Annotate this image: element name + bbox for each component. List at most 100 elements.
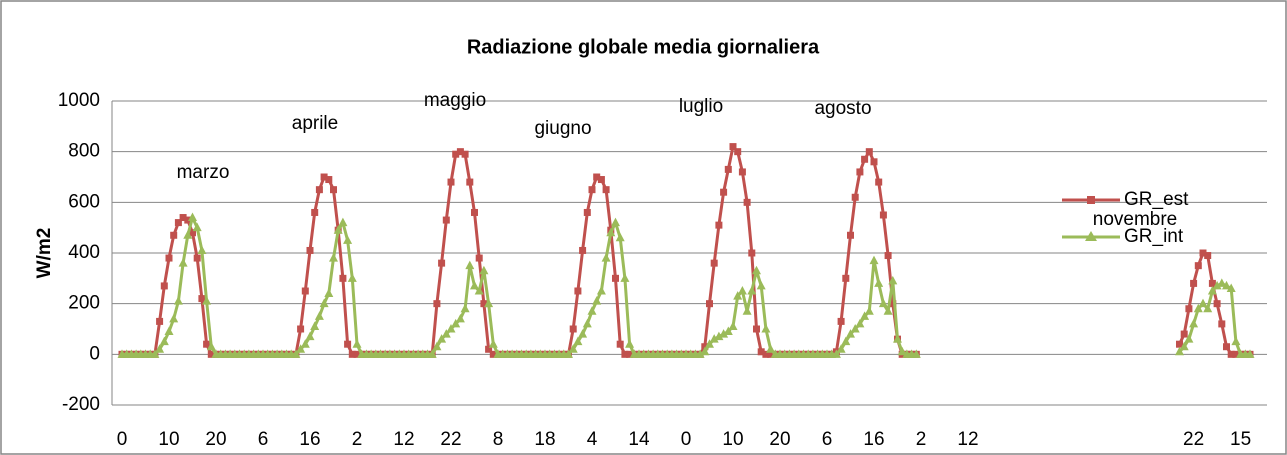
marker xyxy=(1223,343,1230,351)
marker xyxy=(831,349,841,358)
marker xyxy=(625,339,635,348)
marker xyxy=(875,178,883,186)
marker xyxy=(1212,280,1222,290)
marker xyxy=(315,186,323,194)
marker xyxy=(305,331,315,341)
marker xyxy=(150,349,160,358)
y-tick-label: 1000 xyxy=(58,90,100,111)
marker xyxy=(193,254,201,262)
marker xyxy=(1227,350,1235,358)
x-tick-label: 10 xyxy=(722,429,743,450)
marker xyxy=(320,173,328,181)
marker xyxy=(347,273,357,282)
annotation: luglio xyxy=(679,96,723,117)
marker xyxy=(753,325,760,333)
marker xyxy=(198,295,206,303)
marker xyxy=(1180,330,1188,338)
marker xyxy=(442,216,450,224)
marker xyxy=(715,221,723,229)
marker xyxy=(301,287,309,295)
annotation: novembre xyxy=(1093,209,1178,230)
marker xyxy=(888,275,898,285)
marker xyxy=(762,350,770,358)
y-tick-label: 400 xyxy=(68,242,100,263)
marker xyxy=(1193,303,1203,313)
marker xyxy=(841,336,851,346)
marker xyxy=(720,188,728,196)
marker xyxy=(579,246,587,254)
marker xyxy=(626,350,634,358)
marker xyxy=(452,150,460,158)
marker xyxy=(348,350,356,358)
marker xyxy=(587,306,597,315)
marker xyxy=(695,349,705,358)
marker xyxy=(620,273,630,282)
marker xyxy=(864,306,874,315)
marker xyxy=(747,286,757,295)
marker xyxy=(291,349,301,358)
marker xyxy=(156,317,164,325)
x-tick-label: 10 xyxy=(158,429,179,450)
marker xyxy=(343,235,353,244)
marker xyxy=(1189,318,1199,328)
annotation: giugno xyxy=(534,118,591,139)
marker xyxy=(701,343,709,351)
x-tick-label: 0 xyxy=(681,429,692,450)
x-tick-label: 6 xyxy=(822,429,833,450)
x-tick-label: 15 xyxy=(1230,429,1251,450)
y-tick-label: 800 xyxy=(68,141,100,162)
marker xyxy=(752,265,761,275)
marker xyxy=(743,198,751,206)
marker xyxy=(173,296,183,305)
marker xyxy=(330,186,337,194)
marker xyxy=(897,346,907,356)
marker xyxy=(593,173,601,181)
marker xyxy=(489,350,497,358)
marker xyxy=(1199,249,1207,257)
legend-item: GR_est xyxy=(1062,189,1189,210)
y-axis-title: W/m2 xyxy=(34,228,55,279)
marker xyxy=(353,350,361,358)
y-tick-label: 0 xyxy=(89,343,100,364)
marker xyxy=(714,331,724,341)
marker xyxy=(306,246,314,254)
marker xyxy=(597,176,605,184)
marker xyxy=(856,168,864,176)
marker xyxy=(767,350,775,358)
chart-title: Radiazione globale media giornaliera xyxy=(467,36,820,58)
marker xyxy=(189,229,196,237)
marker xyxy=(578,329,588,338)
marker xyxy=(612,274,619,282)
marker xyxy=(427,349,437,358)
marker xyxy=(165,254,173,262)
marker xyxy=(446,324,456,333)
marker xyxy=(733,291,743,300)
x-tick-label: 12 xyxy=(957,429,978,450)
x-tick-label: 6 xyxy=(258,429,269,450)
marker xyxy=(911,349,921,358)
marker xyxy=(588,186,596,194)
marker xyxy=(709,334,719,343)
marker xyxy=(884,252,892,260)
marker xyxy=(842,274,850,282)
marker xyxy=(883,306,893,315)
marker xyxy=(724,165,732,173)
marker xyxy=(174,219,182,227)
marker xyxy=(466,178,474,186)
marker xyxy=(583,208,591,216)
x-tick-label: 14 xyxy=(628,429,650,450)
marker xyxy=(311,208,319,216)
marker xyxy=(1217,278,1227,287)
marker xyxy=(616,340,624,348)
marker xyxy=(757,348,765,356)
marker xyxy=(474,286,484,295)
marker xyxy=(861,155,869,163)
marker xyxy=(456,148,464,156)
marker xyxy=(1208,279,1216,287)
marker xyxy=(1203,303,1213,313)
marker xyxy=(170,231,178,239)
marker xyxy=(878,298,888,308)
x-tick-label: 22 xyxy=(440,429,461,450)
marker xyxy=(596,286,606,295)
marker xyxy=(865,148,873,156)
